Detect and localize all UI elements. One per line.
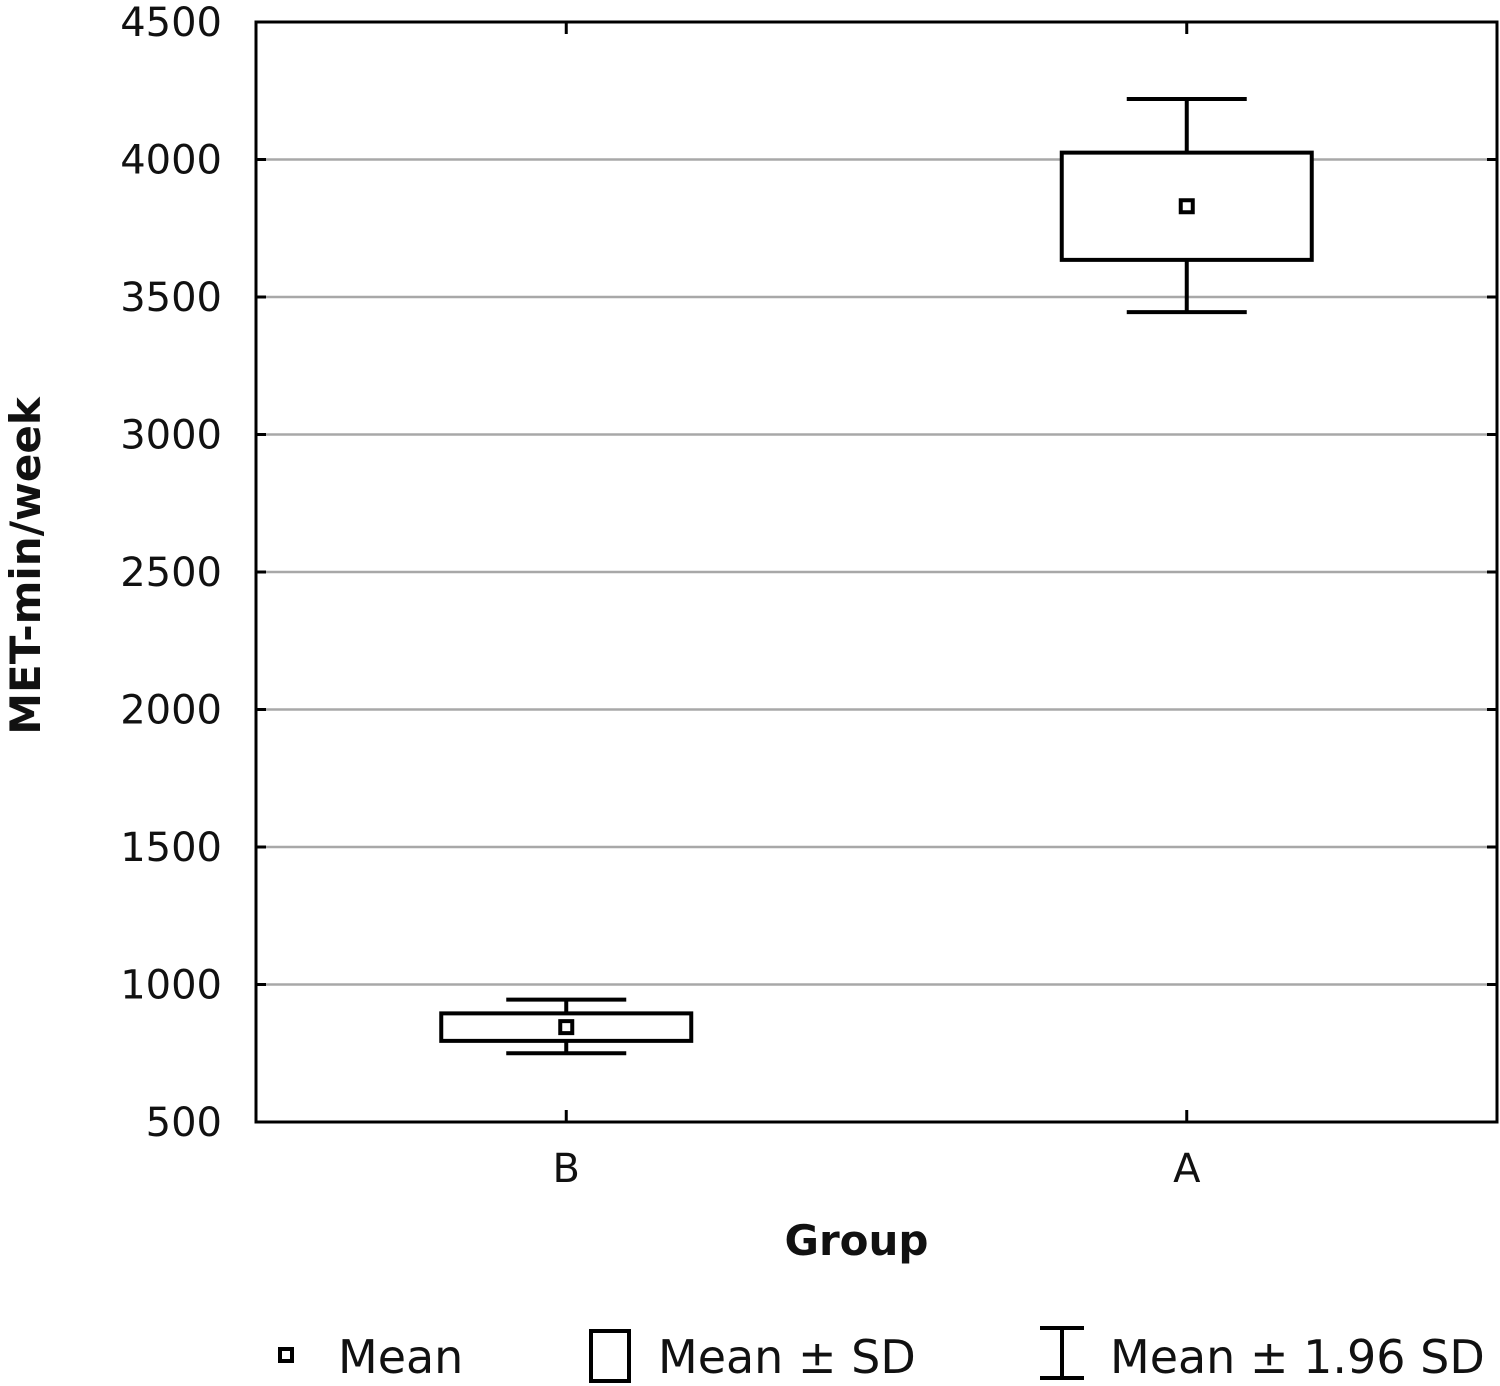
legend-item-mean: Mean bbox=[278, 1330, 463, 1384]
y-axis-title: MET-min/week bbox=[1, 396, 50, 735]
x-axis-title: Group bbox=[784, 1216, 928, 1265]
plot-frame bbox=[254, 20, 1499, 1124]
mean-marker bbox=[1178, 198, 1195, 215]
box-groups bbox=[439, 97, 1314, 1056]
y-tick-label: 2000 bbox=[120, 688, 222, 734]
y-tick-label: 2500 bbox=[120, 550, 222, 596]
y-tick-label: 4000 bbox=[120, 138, 222, 184]
legend: Mean Mean ± SD Mean ± 1.96 SD bbox=[278, 1326, 1485, 1384]
legend-sd-marker bbox=[589, 1329, 631, 1383]
y-tick-label: 3000 bbox=[120, 413, 222, 459]
legend-item-ci: Mean ± 1.96 SD bbox=[1040, 1326, 1485, 1384]
box-group-A bbox=[1059, 97, 1314, 315]
box-group-B bbox=[439, 997, 694, 1056]
gridlines bbox=[256, 158, 1497, 986]
mean-marker bbox=[558, 1019, 575, 1036]
x-tick-label: A bbox=[1173, 1146, 1201, 1192]
legend-ci-label: Mean ± 1.96 SD bbox=[1110, 1330, 1485, 1384]
y-tick-label: 3500 bbox=[120, 275, 222, 321]
y-tick-label: 500 bbox=[146, 1100, 222, 1146]
y-tick-label: 1000 bbox=[120, 963, 222, 1009]
legend-mean-marker bbox=[278, 1347, 294, 1363]
legend-item-sd: Mean ± SD bbox=[589, 1329, 916, 1384]
y-tick-label: 1500 bbox=[120, 825, 222, 871]
legend-sd-label: Mean ± SD bbox=[658, 1330, 916, 1384]
y-tick-label: 4500 bbox=[120, 0, 222, 46]
tick-labels: 500 1000 1500 2000 2500 3000 3500 4000 4500 B A bbox=[120, 0, 1201, 1192]
x-tick-label: B bbox=[553, 1146, 580, 1192]
legend-mean-label: Mean bbox=[338, 1330, 463, 1384]
